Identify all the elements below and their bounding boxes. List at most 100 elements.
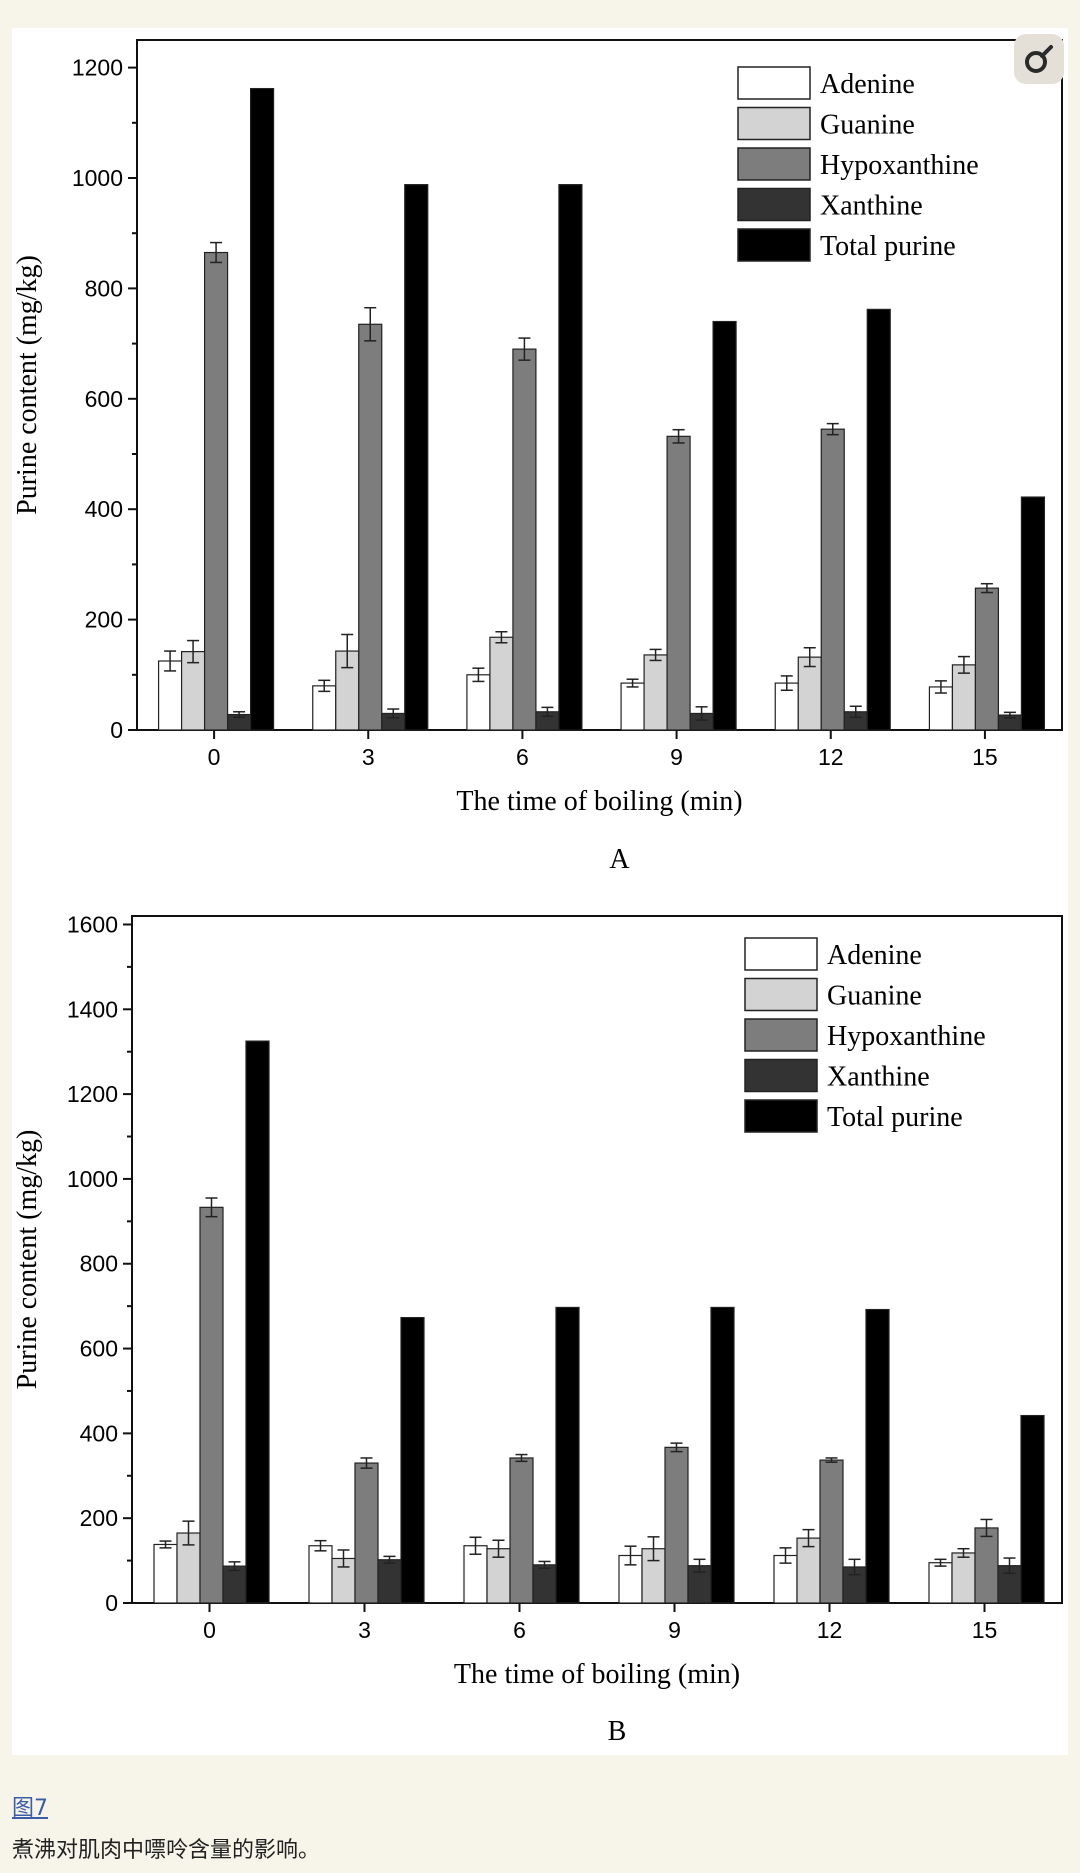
chart-b-legend-label: Total purine (827, 1102, 963, 1133)
chart-b-bar-total-purine (245, 1040, 270, 1604)
chart-a-bar-hypoxanthine (974, 587, 1000, 731)
chart-a-bar-total-purine (558, 184, 583, 731)
chart-a-error-bar (518, 337, 531, 361)
chart-b-error-bar (205, 1197, 218, 1218)
chart-a-ytick-label: 1000 (72, 165, 123, 191)
chart-b-xtick-label: 9 (668, 1617, 681, 1643)
chart-b-bar-guanine (951, 1552, 976, 1604)
chart-a-xtick-label: 3 (362, 744, 375, 770)
chart-b-ytick-label: 1400 (67, 996, 118, 1022)
chart-b-error-bar (957, 1547, 970, 1558)
chart-a-error-bar (1003, 711, 1016, 719)
chart-a-y-axis-label: Purine content (mg/kg) (12, 255, 43, 515)
chart-b-error-bar (469, 1536, 482, 1555)
chart-b-error-bar (383, 1555, 396, 1564)
logo-badge[interactable] (1014, 34, 1064, 84)
chart-b-error-bar (159, 1540, 172, 1549)
chart-a-bar-adenine (466, 674, 491, 731)
chart-a-bar-total-purine (404, 184, 429, 731)
chart-b-bar-hypoxanthine (199, 1206, 224, 1604)
chart-a-ytick-label: 600 (85, 386, 123, 412)
chart-a-ytick-label: 800 (85, 275, 123, 301)
chart-b-x-axis-label: The time of boiling (min) (454, 1659, 740, 1690)
chart-a-error-bar (318, 679, 331, 693)
chart-b-ytick-label: 1200 (67, 1081, 118, 1107)
chart-b-xtick-label: 6 (513, 1617, 526, 1643)
chart-b-y-axis-label: Purine content (mg/kg) (12, 1130, 43, 1390)
chart-a-legend-label: Hypoxanthine (820, 150, 979, 181)
chart-a-bar-guanine (489, 636, 514, 731)
chart-b-error-bar (670, 1442, 683, 1453)
chart-b-xtick-label: 12 (817, 1617, 843, 1643)
chart-a-legend-swatch (737, 228, 811, 262)
chart-b-error-bar (538, 1560, 551, 1569)
chart-a-ytick-label: 0 (110, 717, 123, 743)
chart-a-ytick-label: 400 (85, 496, 123, 522)
chart-b-error-bar (182, 1520, 195, 1546)
chart-a-bar-guanine (951, 664, 977, 731)
chart-a-error-bar (695, 706, 708, 721)
chart-b-bar-total-purine (710, 1306, 735, 1604)
chart-a-error-bar (541, 706, 554, 717)
chart-b-plot-frame (131, 915, 1063, 1604)
chart-b-bar-hypoxanthine (509, 1457, 534, 1604)
chart-b-legend-swatch (744, 1018, 818, 1052)
chart-a-panel-label: A (609, 844, 630, 875)
chart-b-error-bar (934, 1558, 947, 1567)
chart-a-error-bar (626, 678, 639, 688)
chart-a-error-bar (649, 648, 662, 662)
figure-number-link[interactable]: 图7 (12, 1796, 48, 1821)
figure-caption: 图7 煮沸对肌肉中嘌呤含量的影响。 (12, 1790, 1068, 1864)
chart-a-error-bar (495, 630, 508, 644)
chart-a-bar-guanine (643, 654, 668, 731)
figure-panel (12, 28, 1068, 1755)
chart-b-legend-swatch (744, 1099, 818, 1133)
chart-b-error-bar (228, 1561, 241, 1572)
chart-b-error-bar (693, 1558, 706, 1573)
chart-a-legend-swatch (737, 66, 811, 100)
chart-a: 0 200 400 600 800 1000 1200 0 3 6 9 12 15 The time of… (12, 39, 1063, 875)
chart-a-legend-label: Total purine (820, 231, 956, 262)
chart-a-error-bar (164, 650, 177, 672)
magnify-logo-icon (1025, 45, 1053, 73)
chart-a-bar-total-purine (1020, 496, 1046, 731)
chart-b-ytick-label: 200 (80, 1505, 118, 1531)
chart-b-error-bar (1003, 1557, 1016, 1575)
chart-a-error-bar (387, 708, 400, 719)
chart-b-bar-total-purine (865, 1308, 890, 1604)
chart-a-bar-adenine (620, 682, 645, 731)
chart-b-error-bar (515, 1453, 528, 1463)
chart-a-x-axis-label: The time of boiling (min) (456, 786, 742, 817)
chart-b-legend-label: Adenine (827, 940, 922, 971)
chart-b-bar-hypoxanthine (819, 1459, 844, 1604)
chart-b-xtick-label: 0 (203, 1617, 216, 1643)
figure-description: 煮沸对肌肉中嘌呤含量的影响。 (12, 1838, 321, 1863)
chart-b: 0 200 400 600 800 1000 1200 1400 1600 0 3 6 9 12 15 The… (12, 911, 1063, 1747)
chart-b-error-bar (825, 1457, 838, 1463)
chart-a-legend: Adenine Guanine Hypoxanthine Xanthine Total … (737, 66, 979, 262)
chart-a-error-bar (780, 675, 793, 692)
chart-a-error-bar (934, 680, 947, 694)
chart-b-legend-label: Xanthine (827, 1062, 930, 1093)
chart-b-bar-total-purine (555, 1306, 580, 1604)
chart-b-legend-label: Hypoxanthine (827, 1021, 986, 1052)
chart-a-legend-swatch (737, 147, 811, 181)
chart-a-error-bar (364, 306, 377, 342)
chart-a-legend-label: Guanine (820, 110, 915, 141)
chart-b-bar-hypoxanthine (974, 1527, 999, 1604)
chart-b-bar-adenine (928, 1562, 953, 1604)
chart-b-ytick-label: 1600 (67, 911, 118, 937)
chart-b-bar-xanthine (532, 1564, 557, 1604)
chart-b-ytick-label: 800 (80, 1251, 118, 1277)
chart-a-error-bar (803, 647, 816, 668)
chart-a-xtick-label: 15 (972, 744, 998, 770)
chart-b-error-bar (360, 1457, 373, 1469)
chart-b-legend-label: Guanine (827, 981, 922, 1012)
chart-b-xtick-label: 15 (972, 1617, 998, 1643)
chart-b-error-bar (848, 1558, 861, 1576)
chart-a-error-bar (210, 241, 223, 264)
chart-a-legend-swatch (737, 106, 811, 141)
chart-a-bar-hypoxanthine (512, 348, 537, 731)
chart-a-legend-swatch (737, 187, 811, 222)
chart-a-bar-hypoxanthine (203, 251, 229, 731)
